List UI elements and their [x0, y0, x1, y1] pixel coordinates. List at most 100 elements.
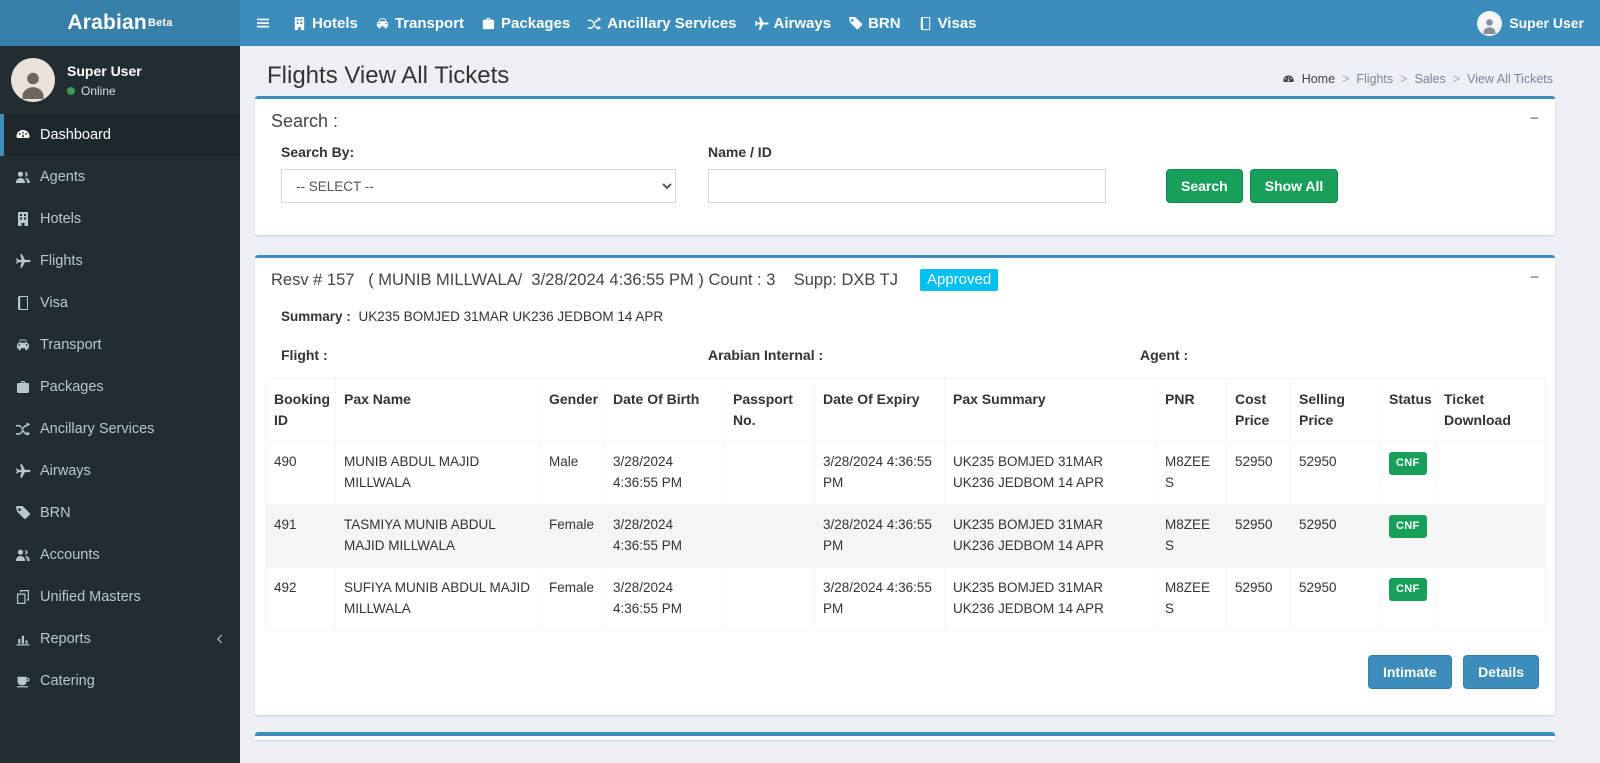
cell-pax-summary: UK235 BOMJED 31MAR UK236 JEDBOM 14 APR	[944, 441, 1157, 505]
nav-item-label: Visas	[937, 14, 977, 32]
app-logo[interactable]: Arabian Beta	[0, 0, 240, 46]
dashboard-icon	[15, 127, 31, 143]
sidebar-item-brn[interactable]: BRN	[0, 492, 240, 534]
sidebar-item-dashboard[interactable]: Dashboard	[0, 114, 240, 156]
sidebar-item-reports[interactable]: Reports	[0, 618, 240, 660]
cell-selling-price: 52950	[1290, 503, 1381, 568]
name-id-label: Name / ID	[708, 144, 772, 160]
sidebar-item-label: Airways	[40, 463, 91, 479]
nav-item-label: Transport	[394, 14, 465, 32]
cell-passport-no	[724, 566, 815, 631]
search-form: Search By: -- SELECT -- Name / ID Search…	[255, 136, 1555, 235]
breadcrumb-separator: >	[1452, 72, 1461, 86]
sidebar-item-label: Accounts	[40, 547, 100, 563]
agents-icon	[15, 169, 31, 185]
sidebar-item-label: Hotels	[40, 211, 82, 227]
breadcrumb: Home > Flights > Sales > View All Ticket…	[1282, 72, 1553, 90]
cell-expiry: 3/28/2024 4:36:55 PM	[814, 566, 945, 631]
details-button[interactable]: Details	[1463, 654, 1539, 689]
visa-icon	[15, 295, 31, 311]
sidebar-item-transport[interactable]: Transport	[0, 324, 240, 366]
cell-pax-name: TASMIYA MUNIB ABDUL MAJID MILLWALA	[335, 503, 541, 568]
name-id-input[interactable]	[708, 169, 1106, 203]
nav-item-visas[interactable]: Visas	[918, 15, 977, 32]
col-status: Status	[1380, 378, 1436, 442]
cell-gender: Male	[540, 441, 605, 505]
sidebar-user-name: Super User	[67, 62, 142, 79]
top-bar: Arabian Beta Hotels Transport Packages An…	[0, 0, 1600, 46]
collapse-button[interactable]: −	[1530, 110, 1539, 127]
show-all-button[interactable]: Show All	[1249, 169, 1339, 203]
packages-icon	[15, 379, 31, 395]
cell-dob: 3/28/2024 4:36:55 PM	[604, 566, 725, 631]
nav-item-brn[interactable]: BRN	[848, 15, 901, 32]
sidebar-item-packages[interactable]: Packages	[0, 366, 240, 408]
breadcrumb-separator: >	[1342, 72, 1350, 86]
sidebar-item-label: BRN	[40, 505, 71, 521]
approved-status-badge: Approved	[919, 269, 999, 291]
hotels-icon	[15, 211, 31, 227]
cell-gender: Female	[540, 503, 605, 568]
transport-icon	[15, 337, 31, 353]
cell-ticket-download	[1435, 503, 1546, 568]
search-by-select[interactable]: -- SELECT --	[281, 169, 676, 203]
sidebar-item-flights[interactable]: Flights	[0, 240, 240, 282]
sidebar-item-label: Ancillary Services	[40, 421, 155, 437]
intimate-button[interactable]: Intimate	[1367, 654, 1452, 689]
brn-icon	[15, 505, 31, 521]
nav-item-transport[interactable]: Transport	[375, 15, 464, 32]
nav-item-label: Packages	[501, 14, 571, 32]
app-logo-text: Arabian	[67, 11, 147, 34]
user-menu-button[interactable]: Super User	[1477, 10, 1584, 36]
cell-passport-no	[724, 503, 815, 568]
col-cost-price: Cost Price	[1226, 378, 1291, 442]
ancillary-services-icon	[15, 421, 31, 437]
next-reservation-panel-edge	[255, 731, 1555, 740]
catering-icon	[15, 673, 31, 689]
nav-item-airways[interactable]: Airways	[754, 15, 831, 32]
cell-pax-name: MUNIB ABDUL MAJID MILLWALA	[335, 441, 541, 505]
sidebar-item-label: Packages	[40, 379, 104, 395]
nav-item-label: Ancillary Services	[607, 14, 737, 32]
sidebar-item-catering[interactable]: Catering	[0, 660, 240, 702]
nav-item-label: BRN	[868, 14, 901, 32]
cell-status: CNF	[1380, 503, 1436, 568]
brn-icon	[848, 16, 863, 31]
cell-cost-price: 52950	[1226, 566, 1291, 631]
sidebar-item-hotels[interactable]: Hotels	[0, 198, 240, 240]
unified-masters-icon	[15, 589, 31, 605]
reports-icon	[15, 631, 31, 647]
sidebar-item-agents[interactable]: Agents	[0, 156, 240, 198]
sidebar-user-status: Online	[67, 84, 142, 98]
status-badge: CNF	[1389, 577, 1427, 601]
breadcrumb-home[interactable]: Home	[1301, 72, 1336, 86]
col-selling-price: Selling Price	[1290, 378, 1381, 442]
chevron-left-icon	[214, 633, 226, 645]
reservation-section-labels: Flight : Arabian Internal : Agent :	[255, 324, 1555, 363]
sidebar-item-visa[interactable]: Visa	[0, 282, 240, 324]
col-date-of-expiry: Date Of Expiry	[814, 378, 945, 442]
breadcrumb-flights[interactable]: Flights	[1356, 72, 1394, 86]
cell-booking-id: 490	[265, 441, 336, 505]
cell-booking-id: 491	[265, 503, 336, 568]
sidebar-item-unified-masters[interactable]: Unified Masters	[0, 576, 240, 618]
collapse-button[interactable]: −	[1530, 269, 1539, 286]
nav-item-hotels[interactable]: Hotels	[292, 15, 358, 32]
breadcrumb-sales[interactable]: Sales	[1414, 72, 1446, 86]
dashboard-icon	[1282, 73, 1295, 86]
sidebar-item-accounts[interactable]: Accounts	[0, 534, 240, 576]
cell-cost-price: 52950	[1226, 441, 1291, 505]
nav-item-ancillary-services[interactable]: Ancillary Services	[587, 14, 737, 32]
breadcrumb-current: View All Tickets	[1467, 72, 1553, 86]
pax-table-wrapper: Booking ID Pax Name Gender Date Of Birth…	[255, 363, 1555, 631]
pax-table: Booking ID Pax Name Gender Date Of Birth…	[265, 378, 1546, 631]
cell-pax-summary: UK235 BOMJED 31MAR UK236 JEDBOM 14 APR	[944, 503, 1157, 568]
search-button[interactable]: Search	[1166, 169, 1243, 203]
sidebar-toggle-button[interactable]	[240, 0, 286, 46]
nav-item-label: Hotels	[312, 14, 358, 32]
sidebar-item-airways[interactable]: Airways	[0, 450, 240, 492]
main-content: Flights View All Tickets Home > Flights …	[240, 46, 1600, 740]
sidebar-item-ancillary-services[interactable]: Ancillary Services	[0, 408, 240, 450]
nav-item-packages[interactable]: Packages	[481, 15, 570, 32]
cell-booking-id: 492	[265, 566, 336, 631]
